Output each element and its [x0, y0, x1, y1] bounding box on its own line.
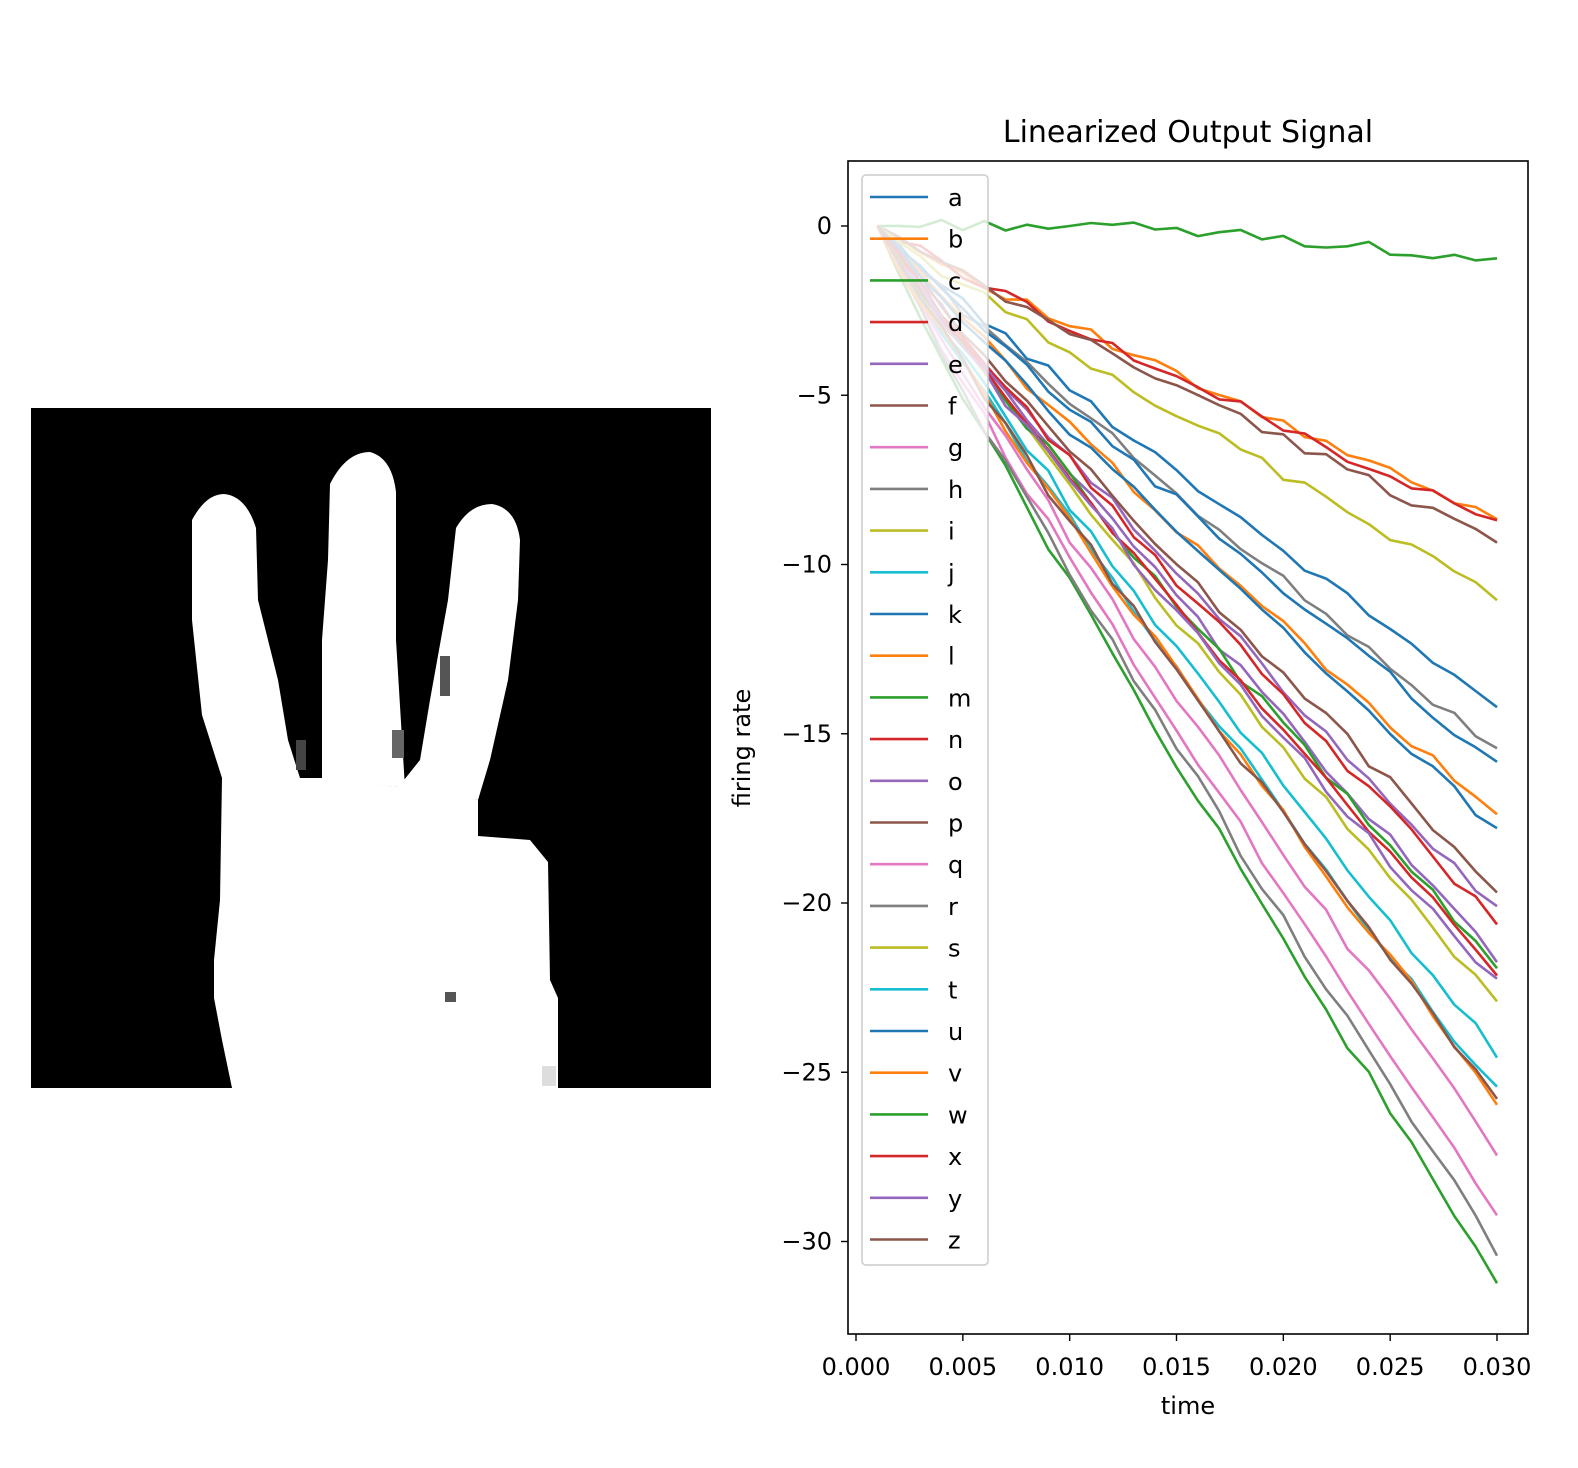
x-axis-label: time	[1161, 1392, 1215, 1420]
legend-label-j: j	[947, 559, 955, 587]
x-tick-label: 0.030	[1463, 1353, 1532, 1381]
y-tick-label: −25	[781, 1058, 832, 1086]
legend-label-i: i	[948, 518, 955, 546]
y-tick-label: −15	[781, 720, 832, 748]
legend-label-h: h	[948, 476, 963, 504]
plot-frame	[847, 160, 1529, 1335]
legend-label-n: n	[948, 726, 963, 754]
legend-label-o: o	[948, 768, 963, 796]
legend-label-b: b	[948, 226, 963, 254]
legend-label-m: m	[948, 684, 971, 712]
x-tick-label: 0.020	[1249, 1353, 1318, 1381]
image-artifact	[440, 656, 450, 696]
image-artifact	[542, 1066, 556, 1086]
y-tick-label: −20	[781, 889, 832, 917]
legend-frame	[861, 174, 989, 1266]
legend-label-l: l	[948, 643, 955, 671]
legend-label-t: t	[948, 976, 957, 1004]
legend-label-d: d	[948, 309, 963, 337]
image-artifact	[392, 730, 404, 758]
x-tick-label: 0.005	[928, 1353, 997, 1381]
legend-label-q: q	[948, 851, 963, 879]
legend-label-g: g	[948, 434, 963, 462]
legend-label-e: e	[948, 351, 963, 379]
finger-right	[396, 504, 520, 800]
legend-label-z: z	[948, 1227, 961, 1255]
y-axis-label: firing rate	[728, 689, 756, 807]
legend-label-c: c	[948, 267, 961, 295]
legend-label-w: w	[948, 1101, 968, 1129]
y-tick-label: 0	[817, 212, 832, 240]
x-tick-label: 0.010	[1035, 1353, 1104, 1381]
legend-label-x: x	[948, 1143, 962, 1171]
legend-label-p: p	[948, 810, 963, 838]
x-axis-ticks: 0.000 0.005 0.010 0.015 0.020 0.025 0.030	[822, 1334, 1532, 1381]
x-tick-label: 0.025	[1356, 1353, 1425, 1381]
legend-label-y: y	[948, 1185, 962, 1213]
legend-label-r: r	[948, 893, 958, 921]
chart-title: Linearized Output Signal	[1003, 115, 1373, 150]
legend-label-v: v	[948, 1060, 962, 1088]
hand-image	[31, 408, 711, 1088]
image-artifact	[296, 740, 306, 770]
finger-left	[192, 494, 300, 778]
x-tick-label: 0.015	[1142, 1353, 1211, 1381]
hand-palm	[214, 778, 558, 1088]
hand-silhouette	[192, 452, 558, 1088]
x-tick-label: 0.000	[822, 1353, 891, 1381]
finger-middle	[322, 452, 405, 788]
y-tick-label: −5	[797, 381, 832, 409]
legend-label-u: u	[948, 1018, 963, 1046]
y-axis-ticks: 0 −5 −10 −15 −20 −25 −30	[781, 212, 848, 1256]
y-tick-label: −10	[781, 551, 832, 579]
y-tick-label: −30	[781, 1228, 832, 1256]
legend-label-f: f	[948, 393, 957, 421]
legend-label-k: k	[948, 601, 962, 629]
chart-panel: Linearized Output Signal 0.000 0.005 0.010…	[728, 115, 1531, 1420]
image-artifact	[445, 992, 456, 1002]
legend-label-a: a	[948, 184, 963, 212]
legend-label-s: s	[948, 935, 961, 963]
